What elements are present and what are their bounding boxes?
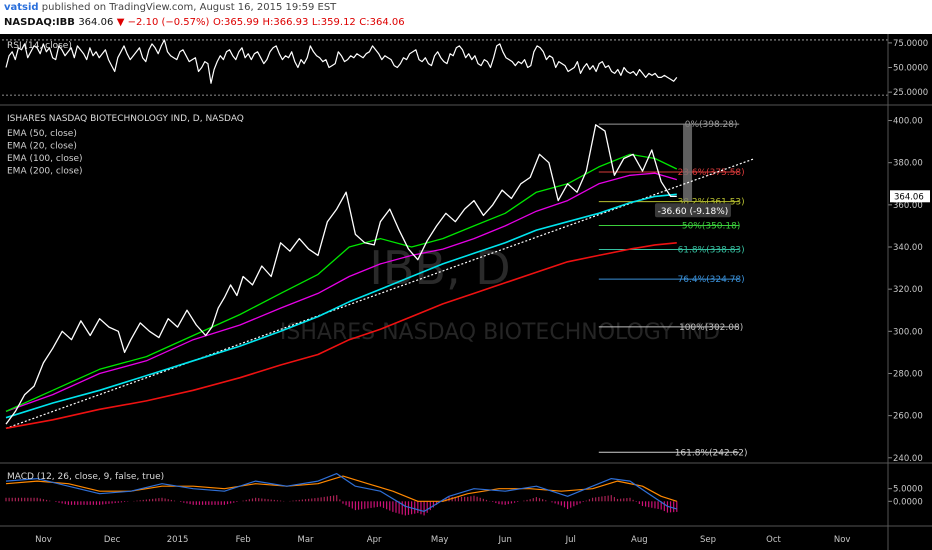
- macd-line: [5, 473, 677, 512]
- price-axis-tick-label: 400.00: [893, 117, 923, 127]
- rsi-panel[interactable]: RSI (14, close) 75.0000 50.0000 25.0000: [2, 39, 928, 98]
- measure-bar: [683, 124, 693, 202]
- last-price-label: 364.06: [894, 192, 924, 202]
- fib-level-label: 23.6%(375.58): [678, 168, 745, 178]
- time-axis-label: Apr: [367, 535, 382, 545]
- measure-label: -36.60 (-9.18%): [658, 207, 729, 217]
- fib-level-label: 38.2%(361.53): [678, 198, 745, 208]
- price-axis-tick-label: 280.00: [893, 369, 923, 379]
- low-value: L:359.12: [311, 17, 356, 28]
- fib-level-label: 76.4%(324.78): [678, 275, 745, 285]
- rsi-line: [5, 39, 678, 84]
- price-line: [5, 124, 677, 425]
- price-change: ▼ −2.10 (−0.57%): [116, 17, 210, 28]
- price-axis-tick-label: 320.00: [893, 285, 923, 295]
- time-axis-label: Nov: [834, 535, 851, 545]
- time-axis-label: Dec: [104, 535, 121, 545]
- time-axis-label: Mar: [297, 535, 314, 545]
- price-axis-tick-label: 300.00: [893, 327, 923, 337]
- ema50-line: [5, 153, 678, 412]
- chart-background: [0, 34, 932, 550]
- last-price-marker: [890, 190, 930, 203]
- price-axis-tick-label: 260.00: [893, 412, 923, 422]
- measure-label-box: [654, 203, 731, 218]
- close-value: C:364.06: [359, 17, 405, 28]
- macd-axis-tick-label: 0.0000: [893, 497, 923, 507]
- symbol-name[interactable]: NASDAQ:IBB: [4, 17, 75, 28]
- fib-level-label: 0%(398.28): [685, 120, 738, 130]
- time-axis-label: Jun: [498, 535, 512, 545]
- publish-info: published on TradingView.com, August 16,…: [41, 2, 337, 13]
- price-title: ISHARES NASDAQ BIOTECHNOLOGY IND, D, NAS…: [7, 114, 244, 124]
- chart-canvas[interactable]: RSI (14, close) 75.0000 50.0000 25.0000 IBB…: [0, 34, 932, 550]
- high-value: H:366.93: [262, 17, 309, 28]
- time-axis-label: Oct: [766, 535, 781, 545]
- time-axis-label: Feb: [236, 535, 251, 545]
- open-value: O:365.99: [212, 17, 259, 28]
- macd-axis-tick-label: 5.0000: [893, 485, 923, 495]
- time-axis-label: 2015: [167, 535, 189, 545]
- fib-level-label: 50%(350.18): [682, 222, 741, 232]
- ema-legend-item: EMA (100, close): [7, 154, 83, 164]
- publish-header: vatsid published on TradingView.com, Aug…: [0, 0, 932, 34]
- price-axis-tick-label: 340.00: [893, 243, 923, 253]
- time-axis-label: Nov: [35, 535, 52, 545]
- rsi-axis-tick-label: 50.0000: [893, 64, 928, 74]
- ema20-line: [5, 172, 677, 413]
- time-axis-label: May: [431, 535, 449, 545]
- rsi-title: RSI (14, close): [7, 41, 72, 51]
- ema-legend-item: EMA (50, close): [7, 129, 77, 139]
- fib-level-label: 61.8%(338.83): [678, 245, 745, 255]
- trendline: [5, 157, 756, 429]
- fib-level-label: 100%(302.08): [679, 323, 743, 333]
- time-axis-label: Sep: [700, 535, 716, 545]
- ema100-line: [5, 193, 677, 419]
- ema200-line: [5, 242, 677, 430]
- price-axis-tick-label: 240.00: [893, 454, 923, 464]
- chart-watermark-subtitle: ISHARES NASDAQ BIOTECHNOLOGY IND: [280, 320, 720, 345]
- macd-title: MACD (12, 26, close, 9, false, true): [7, 472, 164, 482]
- last-price: 364.06: [78, 17, 114, 28]
- price-axis-tick-label: 360.00: [893, 201, 923, 211]
- ema-legend-item: EMA (20, close): [7, 142, 77, 152]
- time-axis[interactable]: Nov Dec 2015 Feb Mar Apr May Jun Jul Aug Sep Oct Nov: [35, 535, 850, 545]
- time-axis-label: Jul: [565, 535, 576, 545]
- panel-separators[interactable]: [0, 34, 932, 550]
- macd-panel[interactable]: MACD (12, 26, close, 9, false, true) 5.00…: [5, 472, 923, 516]
- author-link[interactable]: vatsid: [4, 2, 39, 13]
- time-axis-label: Aug: [631, 535, 648, 545]
- ema-legend-item: EMA (200, close): [7, 167, 83, 177]
- rsi-axis-tick-label: 25.0000: [893, 88, 928, 98]
- price-axis-tick-label: 380.00: [893, 159, 923, 169]
- rsi-axis-tick-label: 75.0000: [893, 39, 928, 49]
- fib-level-label: 161.8%(242.62): [675, 448, 748, 458]
- publish-line: vatsid published on TradingView.com, Aug…: [4, 2, 336, 13]
- symbol-line: NASDAQ:IBB 364.06 ▼ −2.10 (−0.57%) O:365…: [4, 17, 405, 28]
